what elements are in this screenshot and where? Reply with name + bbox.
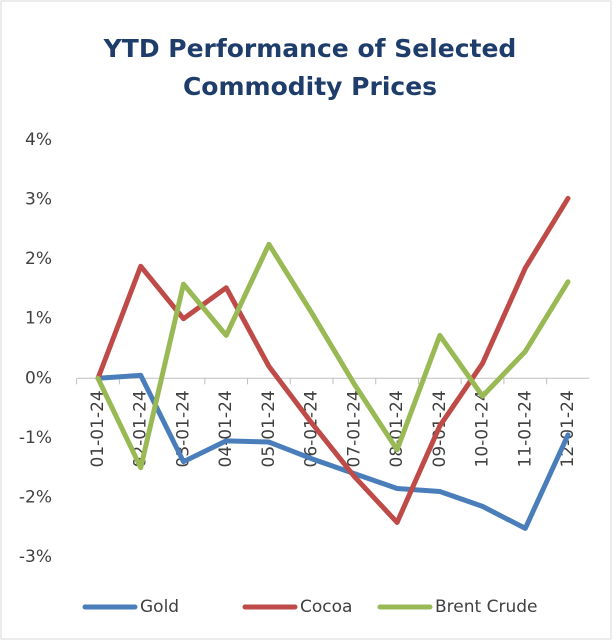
legend-label: Gold (140, 597, 179, 617)
chart-title: Commodity Prices (183, 72, 437, 101)
y-tick-label: -1% (19, 428, 52, 448)
y-tick-label: 0% (25, 368, 52, 388)
x-tick-label: 10-01-24 (473, 390, 493, 467)
x-tick-label: 06-01-24 (302, 390, 322, 467)
y-tick-label: -2% (19, 487, 52, 507)
legend-label: Brent Crude (435, 597, 537, 617)
series-line (95, 372, 571, 531)
x-tick-label: 01-01-24 (88, 390, 108, 467)
y-tick-label: 2% (25, 249, 52, 269)
y-tick-label: 4% (25, 130, 52, 150)
y-tick-label: -3% (19, 547, 52, 567)
x-tick-label: 05-01-24 (259, 390, 279, 467)
x-tick-label: 07-01-24 (344, 390, 364, 467)
y-tick-label: 1% (25, 309, 52, 329)
x-tick-label: 04-01-24 (216, 390, 236, 467)
x-tick-label: 11-01-24 (515, 390, 535, 467)
legend-label: Cocoa (300, 597, 352, 617)
chart-title: YTD Performance of Selected (103, 34, 517, 63)
series-line (95, 241, 571, 471)
y-tick-label: 3% (25, 190, 52, 210)
x-tick-label: 08-01-24 (387, 390, 407, 467)
